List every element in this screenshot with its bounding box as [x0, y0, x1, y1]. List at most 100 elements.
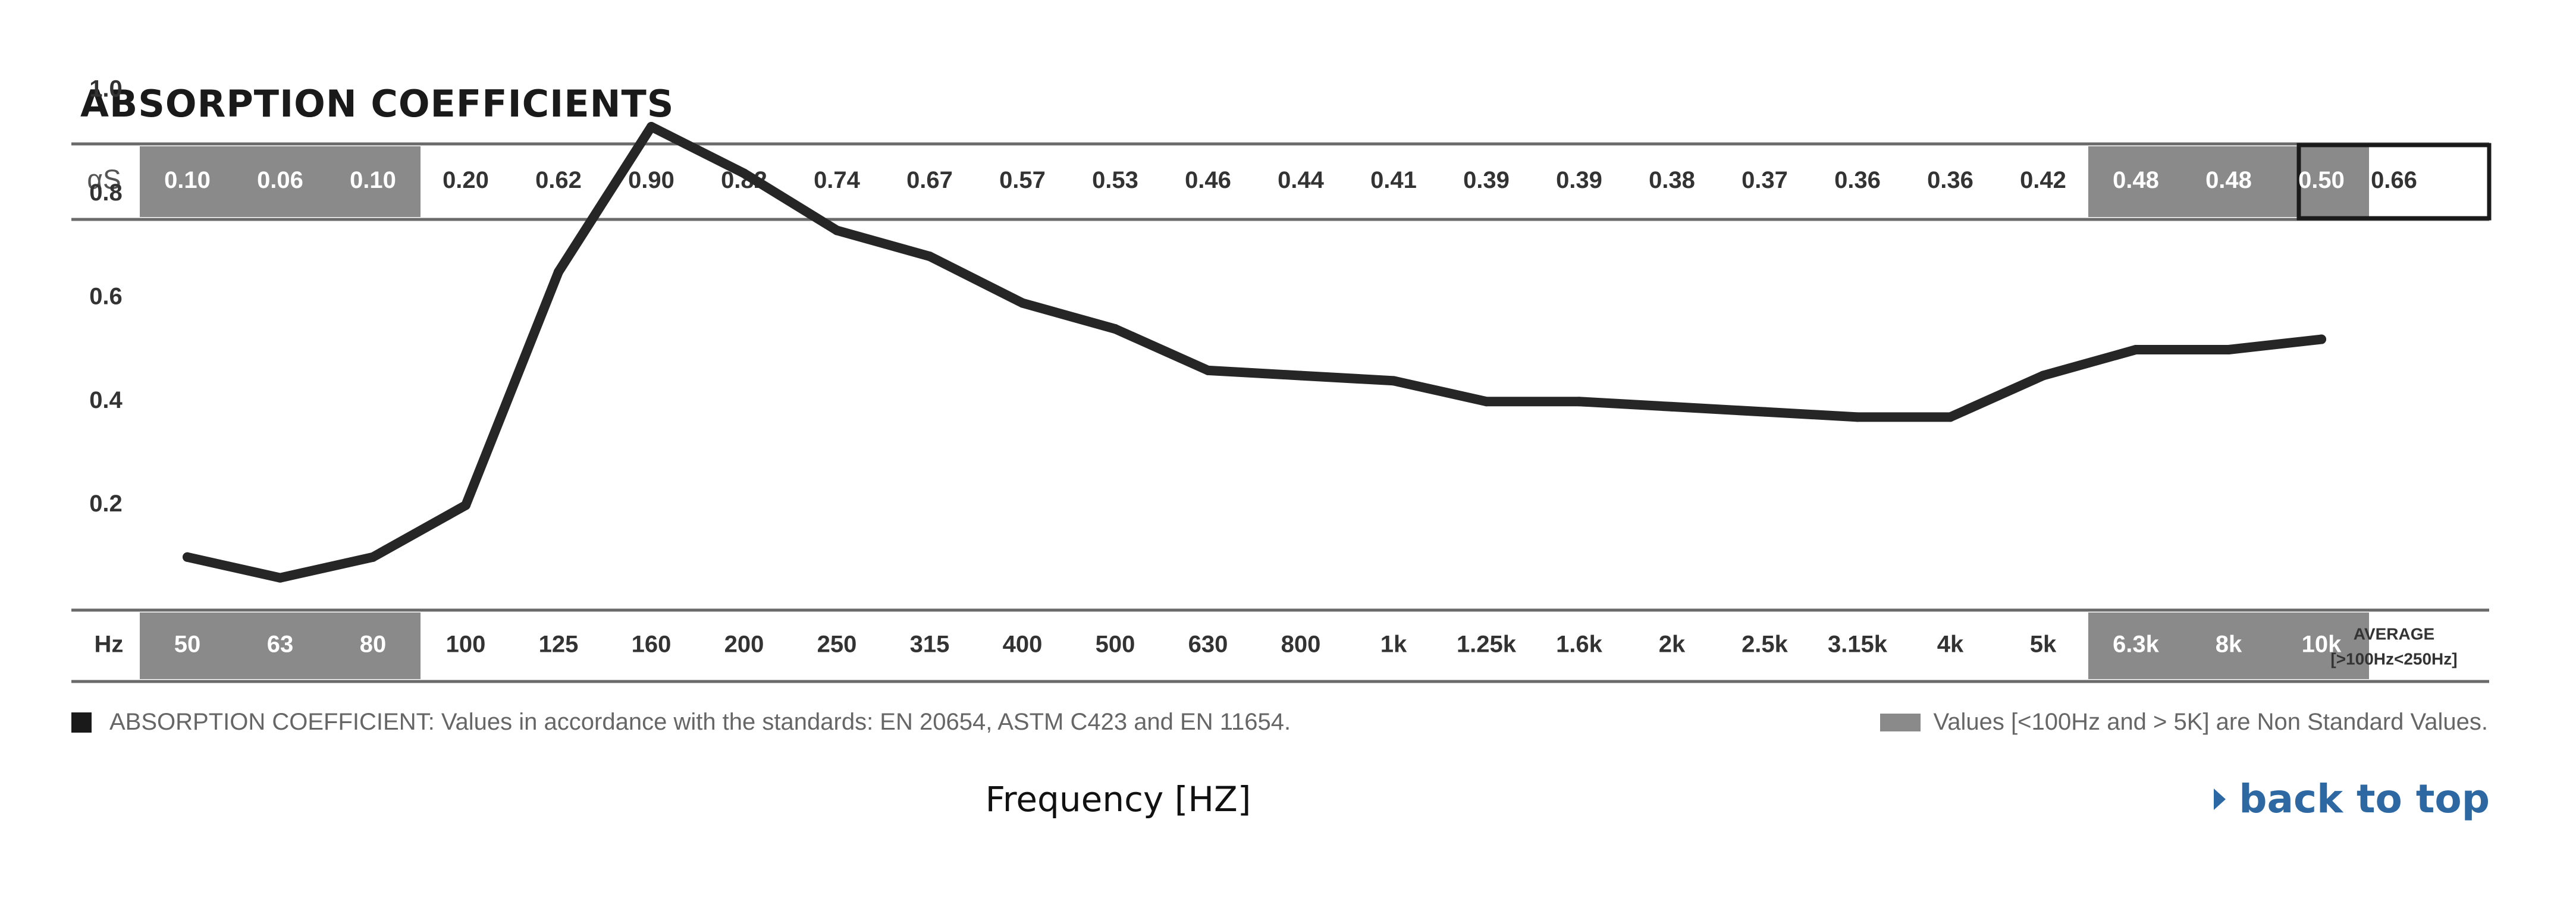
absorption-data-point: [461, 500, 470, 510]
absorption-data-point: [925, 252, 934, 262]
alpha-value-label: 0.53: [1092, 167, 1138, 193]
alpha-value-label: 0.39: [1556, 167, 1602, 193]
back-to-top-label: back to top: [2239, 776, 2490, 822]
frequency-tick-label: 1.25k: [1457, 632, 1517, 658]
absorption-data-point: [275, 573, 285, 583]
frequency-tick-label: 6.3k: [2113, 632, 2160, 658]
absorption-data-point: [554, 267, 563, 277]
alpha-value-label: 0.67: [906, 167, 953, 193]
absorption-data-point: [1018, 298, 1027, 308]
alpha-value-label: 0.39: [1463, 167, 1510, 193]
frequency-tick-label: 250: [817, 632, 857, 658]
absorption-series-line: [183, 122, 2326, 583]
absorption-data-point: [1760, 407, 1769, 417]
absorption-legend-text: ABSORPTION COEFFICIENT: Values in accord…: [109, 709, 1291, 735]
alpha-value-label: 0.62: [535, 167, 582, 193]
absorption-data-point: [1482, 397, 1491, 407]
rules-layer: [71, 142, 2492, 683]
alpha-row-label: αS: [87, 164, 121, 195]
y-tick-label: 1.0: [89, 76, 123, 102]
x-axis-caption: Frequency [HZ]: [985, 779, 1251, 819]
average-label: AVERAGE: [2354, 624, 2434, 643]
back-to-top-link[interactable]: back to top: [2214, 776, 2490, 822]
absorption-data-point: [2131, 345, 2141, 354]
average-range-label: [>100Hz<250Hz]: [2330, 649, 2457, 668]
absorption-data-point: [1574, 397, 1584, 407]
labels-layer: αS Hz 0.10 50 0.06 63 0.10 80 0.20 100 0.62 125 0.90…: [87, 76, 2457, 668]
frequency-tick-label: 100: [446, 632, 486, 658]
frequency-tick-label: 125: [539, 632, 579, 658]
alpha-value-label: 0.90: [628, 167, 674, 193]
alpha-value-label: 0.50: [2298, 167, 2345, 193]
absorption-legend: ABSORPTION COEFFICIENT: Values in accord…: [71, 709, 1291, 736]
alpha-value-label: 0.10: [350, 167, 396, 193]
frequency-tick-label: 3.15k: [1828, 632, 1888, 658]
frequency-tick-label: 50: [174, 632, 201, 658]
average-box: [2296, 143, 2492, 221]
frequency-tick-label: 5k: [2030, 632, 2057, 658]
grey-square-icon: [1880, 713, 1921, 731]
frequency-tick-label: 1.6k: [1556, 632, 1603, 658]
nonstandard-legend-text: Values [<100Hz and > 5K] are Non Standar…: [1933, 709, 2488, 735]
frequency-tick-label: 4k: [1937, 632, 1964, 658]
alpha-row-nonstandard-cell: [140, 146, 421, 217]
frequency-tick-label: 315: [910, 632, 950, 658]
chart-title: ABSORPTION COEFFICIENTS: [80, 82, 674, 125]
absorption-data-point: [1946, 412, 1955, 422]
alpha-value-label: 0.06: [257, 167, 303, 193]
y-tick-label: 0.4: [89, 387, 123, 413]
absorption-data-point: [1203, 365, 1213, 375]
absorption-data-point: [2038, 370, 2048, 381]
alpha-value-label: 0.36: [1927, 167, 1973, 193]
frequency-tick-label: 2.5k: [1742, 632, 1789, 658]
frequency-tick-label: 200: [724, 632, 764, 658]
alpha-value-label: 0.48: [2113, 167, 2159, 193]
triangle-right-icon: [2214, 788, 2226, 810]
absorption-data-point: [1110, 324, 1120, 334]
alpha-value-label: 0.36: [1834, 167, 1881, 193]
absorption-data-point: [1389, 376, 1398, 386]
y-tick-label: 0.2: [89, 491, 123, 517]
frequency-tick-label: 500: [1096, 632, 1135, 658]
black-square-icon: [71, 712, 92, 733]
alpha-value-label: 0.10: [164, 167, 211, 193]
frequency-tick-label: 1k: [1380, 632, 1407, 658]
alpha-value-label: 0.46: [1185, 167, 1231, 193]
frequency-tick-label: 160: [632, 632, 672, 658]
frequency-tick-label: 800: [1281, 632, 1321, 658]
absorption-data-point: [647, 122, 656, 132]
y-tick-label: 0.8: [89, 180, 123, 206]
alpha-value-label: 0.41: [1370, 167, 1417, 193]
frequency-tick-label: 400: [1003, 632, 1043, 658]
hz-row-nonstandard-cell: [2088, 613, 2369, 679]
absorption-data-point: [739, 168, 749, 178]
absorption-data-point: [183, 552, 192, 562]
absorption-data-point: [2317, 334, 2326, 344]
alpha-value-label: 0.44: [1278, 167, 1325, 193]
hz-row-label: Hz: [95, 632, 124, 658]
alpha-value-label: 0.57: [999, 167, 1046, 193]
absorption-data-point: [368, 552, 378, 562]
hz-row-nonstandard-cell: [140, 613, 421, 679]
alpha-value-label: 0.74: [814, 167, 861, 193]
absorption-data-point: [1667, 401, 1677, 412]
alpha-value-label: 0.38: [1649, 167, 1695, 193]
frequency-tick-label: 630: [1188, 632, 1228, 658]
alpha-value-label: 0.37: [1742, 167, 1788, 193]
frequency-tick-label: 8k: [2216, 632, 2242, 658]
frequency-tick-label: 10k: [2302, 632, 2342, 658]
alpha-row-nonstandard-cell: [2088, 146, 2369, 217]
frequency-tick-label: 2k: [1659, 632, 1686, 658]
absorption-data-point: [2224, 345, 2233, 354]
absorption-data-point: [1296, 370, 1306, 381]
alpha-value-label: 0.42: [2020, 167, 2066, 193]
plot-layer: [183, 122, 2326, 583]
frequency-tick-label: 80: [360, 632, 387, 658]
frequency-tick-label: 63: [267, 632, 294, 658]
average-value: 0.66: [2371, 167, 2417, 193]
alpha-value-label: 0.48: [2205, 167, 2252, 193]
alpha-value-label: 0.20: [443, 167, 489, 193]
cells-layer: [140, 146, 2369, 679]
absorption-data-point: [1853, 412, 1862, 422]
